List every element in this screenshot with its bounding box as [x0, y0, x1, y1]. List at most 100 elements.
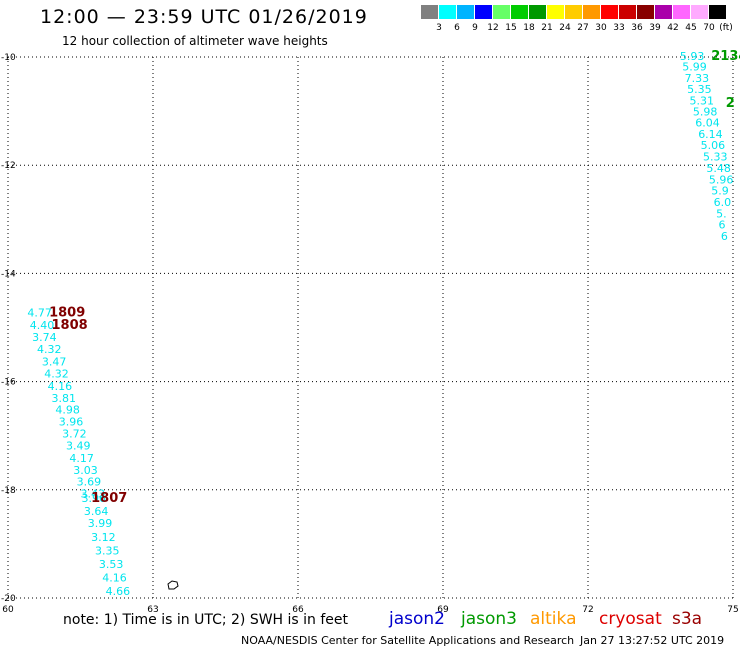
swh-data-label: 5.98 — [693, 106, 718, 119]
legend-jason2: jason2 — [389, 609, 445, 629]
legend-cryosat: cryosat — [599, 609, 662, 629]
island-outline — [167, 580, 179, 590]
color-swatch — [529, 5, 546, 19]
color-scale-label: 3 — [436, 23, 442, 33]
swh-data-label: 3.99 — [88, 517, 113, 530]
swh-data-label: 3.12 — [91, 531, 116, 544]
color-swatch — [547, 5, 564, 19]
swh-data-label: 6 — [721, 230, 728, 243]
chart-title: 12:00 — 23:59 UTC 01/26/2019 — [40, 6, 368, 28]
color-swatch — [439, 5, 456, 19]
x-tick-label: 72 — [582, 605, 593, 615]
swh-data-label: 3.43 — [81, 488, 106, 501]
swh-data-label: 5.33 — [703, 151, 728, 164]
swh-data-label: 4.40 — [30, 319, 55, 332]
swh-data-label: 4.17 — [69, 452, 94, 465]
y-tick-label: -12 — [1, 161, 16, 171]
swh-data-label: 6 — [719, 219, 726, 232]
color-scale-label: 21 — [541, 23, 553, 33]
swh-data-label: 5. — [716, 207, 727, 220]
swh-data-label: 6.04 — [695, 116, 720, 129]
swh-data-label: 3.69 — [77, 476, 102, 489]
color-swatch — [637, 5, 654, 19]
swh-data-label: 5.35 — [687, 83, 712, 96]
color-scale-label: 15 — [505, 23, 517, 33]
swh-data-label: 4.16 — [48, 380, 72, 393]
swh-data-label: 3.96 — [81, 492, 106, 505]
legend-jason3: jason3 — [461, 609, 517, 629]
time-label: 1808 — [52, 318, 88, 333]
swh-data-label: 3.72 — [62, 428, 86, 441]
swh-data-label: 3.64 — [84, 505, 109, 518]
swh-data-label: 7.33 — [685, 72, 710, 85]
swh-data-label: 4.16 — [102, 571, 127, 584]
swh-data-label: 5.06 — [701, 139, 726, 152]
y-tick-label: -18 — [1, 486, 16, 496]
time-label: 1809 — [49, 305, 85, 320]
swh-data-label: 6.0 — [714, 196, 732, 209]
swh-data-label: 5.31 — [690, 94, 715, 107]
swh-data-label: 3.96 — [59, 416, 84, 429]
legend-s3a: s3a — [672, 609, 703, 629]
y-tick-label: -16 — [1, 378, 16, 388]
swh-data-label: 3.53 — [99, 558, 124, 571]
color-scale-label: 12 — [487, 23, 499, 33]
color-scale-label: 9 — [472, 23, 478, 33]
swh-data-label: 5.99 — [682, 61, 707, 74]
swh-data-label: 3.74 — [32, 331, 57, 344]
swh-data-label: 3.03 — [73, 464, 98, 477]
color-swatch — [655, 5, 672, 19]
color-scale-label: 6 — [454, 23, 460, 33]
color-swatch — [691, 5, 708, 19]
y-tick-label: -10 — [1, 53, 16, 63]
credit-text: NOAA/NESDIS Center for Satellite Applica… — [241, 634, 575, 647]
color-scale-label: 18 — [523, 23, 535, 33]
time-label: 2134 — [711, 49, 740, 64]
y-tick-label: -14 — [1, 269, 16, 279]
swh-data-label: 4.77 — [27, 306, 52, 319]
color-scale-label: 33 — [613, 23, 625, 33]
color-swatch — [493, 5, 510, 19]
swh-data-label: 4.32 — [44, 367, 69, 380]
time-label: 2 — [726, 96, 735, 111]
color-scale-label: 42 — [667, 23, 679, 33]
color-swatch — [673, 5, 690, 19]
color-swatch — [511, 5, 528, 19]
swh-data-label: 3.35 — [95, 544, 120, 557]
swh-data-label: 5.96 — [709, 173, 734, 186]
color-swatch — [421, 5, 438, 19]
x-tick-label: 75 — [727, 605, 738, 615]
swh-data-label: 5.48 — [706, 162, 731, 175]
y-tick-label: -20 — [1, 594, 16, 604]
swh-data-label: 3.47 — [42, 356, 66, 369]
color-swatch — [565, 5, 582, 19]
swh-data-label: 6.14 — [698, 128, 723, 141]
generated-timestamp: Jan 27 13:27:52 UTC 2019 — [580, 634, 725, 647]
color-scale-label: 70 — [703, 23, 715, 33]
color-scale-label: 24 — [559, 23, 571, 33]
color-scale-label: 30 — [595, 23, 607, 33]
swh-data-label: 4.98 — [55, 404, 80, 417]
color-swatch — [457, 5, 474, 19]
time-label: 1807 — [91, 491, 127, 506]
swh-data-label: 5.9 — [711, 185, 729, 198]
x-tick-label: 69 — [437, 605, 449, 615]
color-swatch — [475, 5, 492, 19]
x-tick-label: 60 — [2, 605, 14, 615]
color-scale-unit: (ft) — [719, 23, 733, 33]
footer-note: note: 1) Time is in UTC; 2) SWH is in fe… — [63, 612, 349, 628]
color-swatch — [709, 5, 726, 19]
color-scale-label: 39 — [649, 23, 661, 33]
x-tick-label: 66 — [292, 605, 304, 615]
color-scale-label: 27 — [577, 23, 589, 33]
swh-data-label: 3.49 — [66, 439, 91, 452]
legend-altika: altika — [530, 609, 577, 629]
x-tick-label: 63 — [147, 605, 158, 615]
swh-data-label: 4.32 — [37, 343, 62, 356]
color-scale-label: 45 — [685, 23, 697, 33]
swh-data-label: 3.81 — [52, 392, 77, 405]
color-scale-label: 36 — [631, 23, 643, 33]
color-swatch — [583, 5, 600, 19]
